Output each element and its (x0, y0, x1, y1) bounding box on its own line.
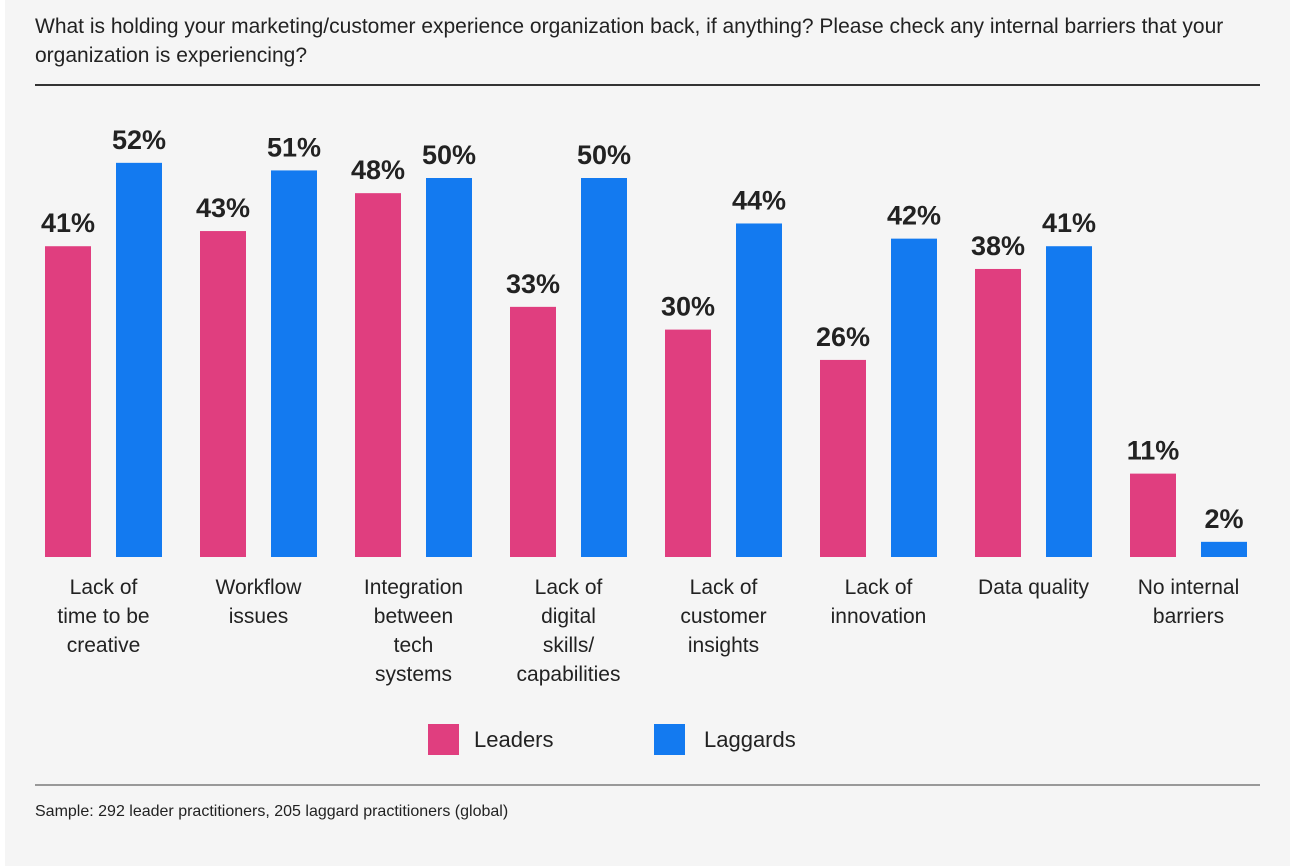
legend-swatch-leaders (428, 724, 459, 755)
category-label: digital (541, 605, 596, 628)
data-label: 41% (41, 208, 95, 238)
category-label: issues (229, 605, 289, 628)
bar-leaders (975, 268, 1021, 557)
bar-leaders (200, 231, 246, 557)
sample-note: Sample: 292 leader practitioners, 205 la… (35, 803, 509, 820)
category-label: Integration (364, 576, 463, 599)
category-label: between (374, 605, 453, 628)
category-label: capabilities (517, 663, 621, 686)
category-label: Lack of (690, 576, 758, 599)
category-label: Lack of (845, 576, 913, 599)
category-label: Data quality (978, 576, 1089, 599)
data-label: 48% (351, 155, 405, 185)
data-label: 38% (971, 231, 1025, 261)
bar-leaders (355, 193, 401, 557)
bar-leaders (1130, 473, 1176, 557)
data-label: 43% (196, 193, 250, 223)
bar-leaders (665, 329, 711, 557)
category-label: insights (688, 634, 759, 657)
category-label: Lack of (70, 576, 138, 599)
data-label: 33% (506, 269, 560, 299)
bar-laggards (116, 162, 162, 557)
data-label: 50% (422, 140, 476, 170)
bar-leaders (45, 246, 91, 557)
data-label: 41% (1042, 208, 1096, 238)
category-label: tech (394, 634, 434, 657)
data-label: 44% (732, 185, 786, 215)
bar-laggards (736, 223, 782, 558)
category-label: No internal (1138, 576, 1240, 599)
data-label: 52% (112, 125, 166, 155)
bar-leaders (510, 306, 556, 557)
bar-laggards (271, 170, 317, 558)
category-label: customer (680, 605, 766, 628)
category-label: systems (375, 663, 452, 686)
data-label: 30% (661, 292, 715, 322)
bottom-divider (35, 784, 1260, 786)
category-label: innovation (831, 605, 927, 628)
legend-label-laggards: Laggards (704, 727, 796, 752)
bar-laggards (891, 238, 937, 557)
chart-title: What is holding your marketing/customer … (35, 15, 1224, 67)
data-label: 2% (1204, 504, 1243, 534)
chart-container: What is holding your marketing/customer … (5, 0, 1290, 866)
legend-swatch-laggards (654, 724, 685, 755)
data-label: 42% (887, 201, 941, 231)
bar-chart: 41% 52% Lack of time to be creative 43% 51% Wor… (41, 125, 1247, 686)
bar-laggards (581, 178, 627, 557)
data-label: 11% (1127, 436, 1180, 466)
data-label: 51% (267, 132, 321, 162)
legend-label-leaders: Leaders (474, 727, 554, 752)
bar-laggards (426, 178, 472, 557)
data-label: 26% (816, 322, 870, 352)
data-label: 50% (577, 140, 631, 170)
top-divider (35, 84, 1260, 86)
category-label: creative (67, 634, 141, 657)
category-label: Lack of (535, 576, 603, 599)
bar-laggards (1046, 246, 1092, 557)
category-label: skills/ (543, 634, 594, 657)
category-label: Workflow (216, 576, 303, 599)
bar-leaders (820, 359, 866, 557)
bar-laggards (1201, 541, 1247, 557)
category-label: barriers (1153, 605, 1224, 628)
category-label: time to be (57, 605, 149, 628)
